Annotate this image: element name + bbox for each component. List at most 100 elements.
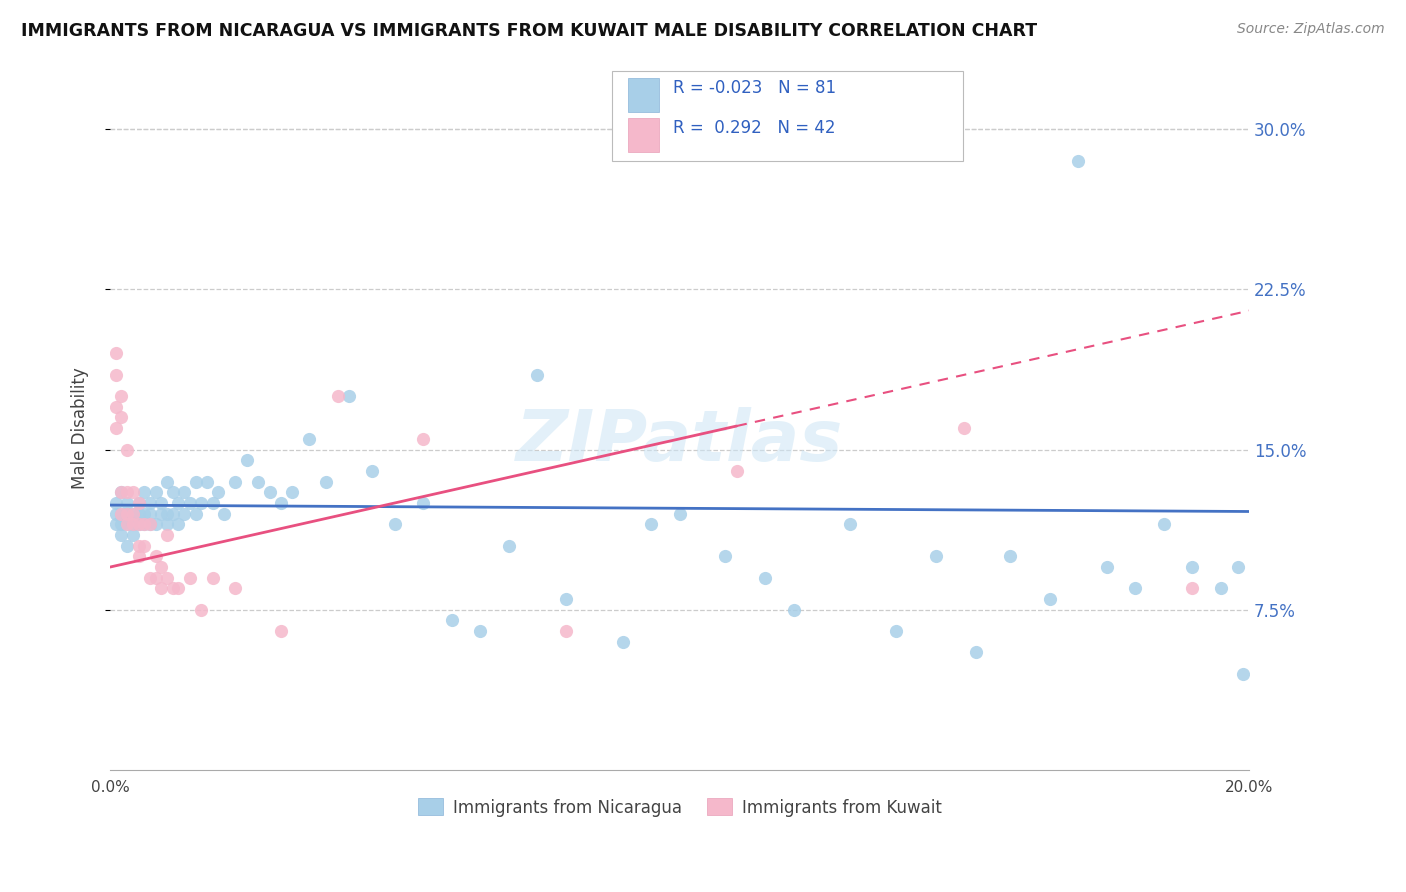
Point	[134, 517, 156, 532]
Text: ZIPatlas: ZIPatlas	[516, 408, 844, 476]
Point	[150, 560, 173, 574]
Point	[259, 485, 281, 500]
Point	[315, 475, 337, 489]
Point	[134, 485, 156, 500]
Point	[110, 517, 132, 532]
Point	[156, 571, 179, 585]
Point	[139, 517, 162, 532]
Point	[110, 410, 132, 425]
Point	[104, 507, 127, 521]
Point	[110, 485, 132, 500]
Point	[207, 485, 229, 500]
Point	[440, 614, 463, 628]
Y-axis label: Male Disability: Male Disability	[72, 368, 89, 489]
Point	[104, 400, 127, 414]
Point	[1226, 560, 1249, 574]
Point	[925, 549, 948, 564]
Point	[298, 432, 321, 446]
Point	[1153, 517, 1175, 532]
Point	[554, 592, 576, 607]
Point	[526, 368, 548, 382]
Point	[115, 507, 138, 521]
Point	[121, 507, 143, 521]
Point	[668, 507, 690, 521]
Point	[212, 507, 235, 521]
Point	[782, 603, 804, 617]
Point	[121, 517, 143, 532]
Point	[104, 368, 127, 382]
Point	[236, 453, 259, 467]
Point	[145, 549, 167, 564]
Point	[139, 517, 162, 532]
Point	[412, 496, 434, 510]
Point	[139, 571, 162, 585]
Point	[156, 507, 179, 521]
Point	[270, 624, 292, 639]
Point	[179, 571, 201, 585]
Point	[195, 475, 218, 489]
Point	[1209, 582, 1232, 596]
Point	[145, 571, 167, 585]
Point	[128, 496, 150, 510]
Point	[162, 507, 184, 521]
Point	[201, 496, 224, 510]
Point	[134, 507, 156, 521]
Point	[1232, 666, 1254, 681]
Text: R =  0.292   N = 42: R = 0.292 N = 42	[673, 119, 837, 136]
Point	[150, 507, 173, 521]
Point	[162, 582, 184, 596]
Point	[104, 346, 127, 360]
Point	[115, 517, 138, 532]
Point	[184, 475, 207, 489]
Point	[247, 475, 270, 489]
Point	[201, 571, 224, 585]
Point	[714, 549, 737, 564]
Point	[1181, 560, 1204, 574]
Point	[115, 442, 138, 457]
Text: R = -0.023   N = 81: R = -0.023 N = 81	[673, 79, 837, 97]
Point	[361, 464, 384, 478]
Point	[998, 549, 1021, 564]
Point	[754, 571, 776, 585]
Point	[110, 485, 132, 500]
Point	[128, 517, 150, 532]
Point	[190, 603, 212, 617]
Point	[965, 645, 987, 659]
Point	[412, 432, 434, 446]
Point	[1067, 154, 1090, 169]
Point	[121, 528, 143, 542]
Point	[281, 485, 304, 500]
Point	[145, 485, 167, 500]
Point	[134, 539, 156, 553]
Point	[1123, 582, 1146, 596]
Point	[498, 539, 520, 553]
Point	[224, 582, 246, 596]
Point	[470, 624, 492, 639]
Point	[337, 389, 360, 403]
Point	[179, 496, 201, 510]
Point	[156, 517, 179, 532]
Point	[167, 496, 190, 510]
Point	[104, 517, 127, 532]
Point	[1039, 592, 1062, 607]
Legend: Immigrants from Nicaragua, Immigrants from Kuwait: Immigrants from Nicaragua, Immigrants fr…	[411, 792, 948, 823]
Point	[173, 485, 195, 500]
Point	[156, 475, 179, 489]
Point	[139, 496, 162, 510]
Point	[554, 624, 576, 639]
Point	[115, 496, 138, 510]
Point	[150, 496, 173, 510]
Point	[326, 389, 349, 403]
Point	[224, 475, 246, 489]
Point	[184, 507, 207, 521]
Point	[134, 517, 156, 532]
Text: IMMIGRANTS FROM NICARAGUA VS IMMIGRANTS FROM KUWAIT MALE DISABILITY CORRELATION : IMMIGRANTS FROM NICARAGUA VS IMMIGRANTS …	[21, 22, 1038, 40]
Point	[156, 528, 179, 542]
Point	[953, 421, 976, 435]
Point	[128, 496, 150, 510]
Point	[167, 517, 190, 532]
Point	[725, 464, 748, 478]
Point	[115, 517, 138, 532]
Point	[270, 496, 292, 510]
Point	[884, 624, 907, 639]
